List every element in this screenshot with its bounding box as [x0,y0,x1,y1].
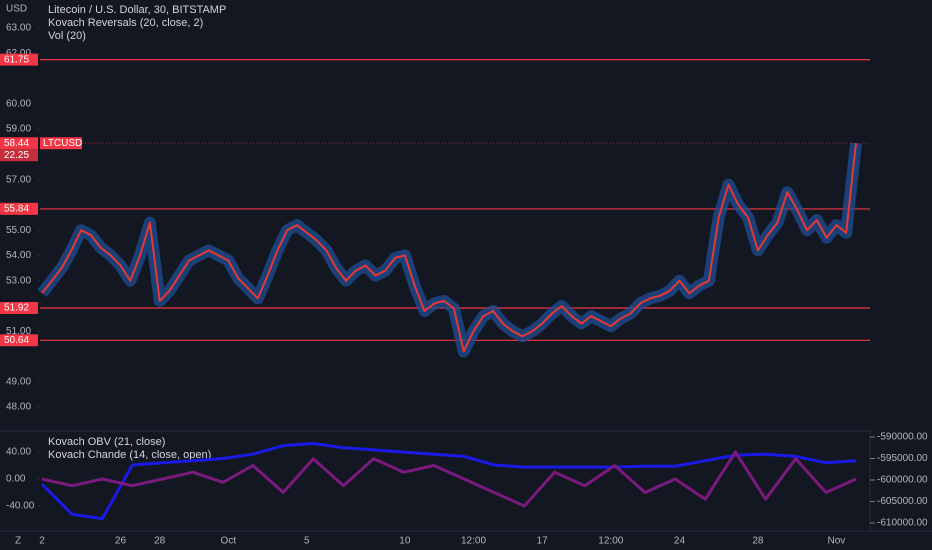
y2-tick-label: -600000.00 [877,475,928,486]
y-tick-label: 60.00 [6,98,31,109]
x-tick-label: 28 [752,536,764,547]
y-tick-label: 48.00 [6,402,31,413]
level-tag [0,301,38,314]
x-tick-label: 5 [304,536,310,547]
y-tick-label: 0.00 [6,474,26,485]
level-tag [0,53,38,66]
x-tick-label: 26 [115,536,127,547]
symbol-label: LTCUSD [43,138,82,149]
y-tick-label: 54.00 [6,250,31,261]
last-price: 58.44 [4,138,29,149]
legend-volume: Vol (20) [48,30,86,42]
y2-tick-label: -595000.00 [877,453,928,464]
y-tick-label: 59.00 [6,124,31,135]
y-tick-label: 51.00 [6,326,31,337]
y-tick-label: -40.00 [6,501,35,512]
series-line [41,143,857,353]
y-tick-label: 57.00 [6,174,31,185]
y-tick-label: 62.00 [6,48,31,59]
x-tick-label: 24 [674,536,686,547]
x-tick-label: Oct [221,536,237,547]
x-tick-label: 2 [39,536,45,547]
legend-chande: Kovach Chande (14, close, open) [48,449,211,461]
level-tag [0,334,38,347]
legend-symbol: Litecoin / U.S. Dollar, 30, BITSTAMP [48,4,226,16]
level-label: 51.92 [4,303,29,314]
y2-tick-label: -610000.00 [877,518,928,529]
y-tick-label: 40.00 [6,447,31,458]
level-label: 61.75 [4,54,29,65]
x-tick-label: 17 [537,536,549,547]
series-line [40,442,857,521]
x-tick-label: 12:00 [461,536,486,547]
series-line [41,450,857,508]
volume-tag [0,149,38,162]
x-tick-label: 28 [154,536,166,547]
x-tick-label: 12:00 [598,536,623,547]
level-label: 50.64 [4,335,29,346]
x-tick-label: 10 [399,536,411,547]
axis-unit: USD [6,4,27,15]
legend-obv: Kovach OBV (21, close) [48,436,165,448]
y-tick-label: 55.00 [6,225,31,236]
y2-tick-label: -590000.00 [877,432,928,443]
price-tag [0,137,38,150]
level-tag [0,202,38,215]
x-tick-label: Nov [827,536,845,547]
last-volume: 22.25 [4,150,29,161]
legend-indicator: Kovach Reversals (20, close, 2) [48,17,203,29]
y2-tick-label: -605000.00 [877,496,928,507]
symbol-tag [40,137,82,150]
y-tick-label: 53.00 [6,275,31,286]
timezone-button[interactable]: Z [15,536,21,547]
level-label: 55.84 [4,204,29,215]
y-tick-label: 63.00 [6,23,31,34]
y-tick-label: 49.00 [6,376,31,387]
